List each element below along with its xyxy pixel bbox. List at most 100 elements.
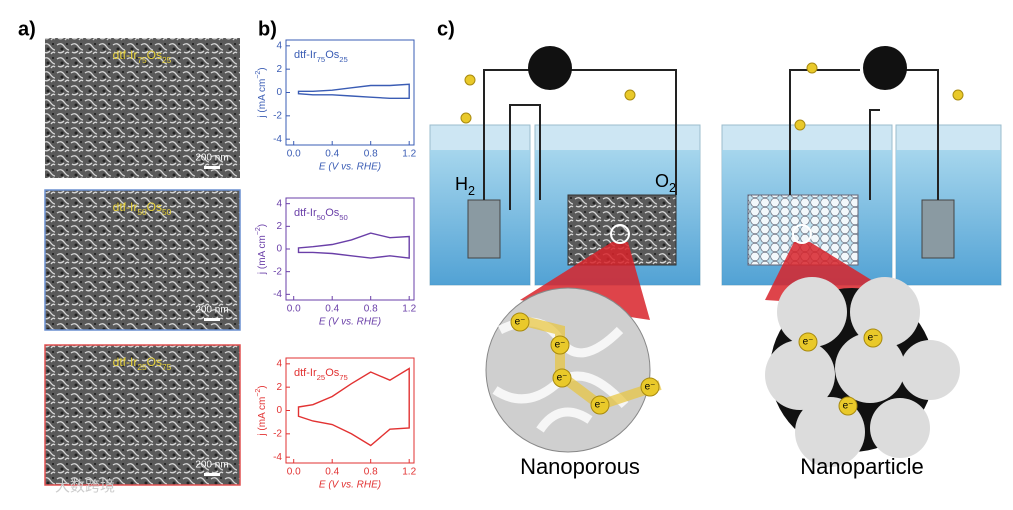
electron bbox=[552, 368, 572, 388]
x-tick-label: 1.2 bbox=[402, 304, 416, 315]
y-tick-label: 0 bbox=[276, 405, 282, 416]
electrode bbox=[467, 199, 501, 259]
chart-label-part: Os bbox=[325, 49, 340, 61]
x-tick-label: 0.4 bbox=[325, 149, 339, 160]
micrograph-label-part: dtf-Ir bbox=[113, 200, 138, 214]
power-source bbox=[863, 46, 907, 90]
electron bbox=[590, 395, 610, 415]
zoom-mark bbox=[792, 224, 812, 244]
x-tick-label: 0.0 bbox=[287, 149, 301, 160]
chart-label-part: Os bbox=[325, 207, 340, 219]
electron bbox=[640, 377, 660, 397]
x-axis-label: E (V vs. RHE) bbox=[319, 317, 381, 328]
x-tick-label: 0.0 bbox=[287, 304, 301, 315]
scale-bar bbox=[204, 473, 220, 476]
watermark: 大数跨境 bbox=[55, 477, 115, 495]
electron bbox=[510, 312, 530, 332]
y-tick-label: 4 bbox=[276, 40, 282, 51]
y-tick-label: 2 bbox=[276, 221, 282, 232]
caption: Nanoporous bbox=[520, 454, 640, 479]
micrograph-label-part: Os bbox=[147, 48, 162, 62]
y-tick-label: 2 bbox=[276, 64, 282, 75]
particles bbox=[765, 277, 960, 467]
electron-dot bbox=[464, 74, 476, 86]
y-tick-label: -4 bbox=[273, 452, 282, 463]
cv-curve bbox=[297, 367, 410, 447]
x-axis-label: E (V vs. RHE) bbox=[319, 162, 381, 173]
electron-label: e⁻ bbox=[843, 401, 854, 412]
electron-label: e⁻ bbox=[555, 340, 566, 351]
schematic-shapes bbox=[429, 46, 1002, 467]
scale-label: 200 nm bbox=[195, 153, 228, 164]
electron-label: e⁻ bbox=[868, 333, 879, 344]
y-axis-label-part: ) bbox=[257, 224, 268, 227]
y-axis-label-part: −2 bbox=[255, 227, 262, 235]
scale-label: 200 nm bbox=[195, 305, 228, 316]
x-axis-label: E (V vs. RHE) bbox=[319, 480, 381, 491]
micrograph bbox=[44, 189, 241, 331]
chart-label-part: 75 bbox=[317, 55, 326, 64]
o2-label-part: O bbox=[655, 171, 669, 191]
x-tick-label: 0.4 bbox=[325, 304, 339, 315]
electron-dot bbox=[806, 62, 818, 74]
nanoporous-zoom bbox=[485, 287, 651, 453]
chart-label-part: 50 bbox=[339, 213, 348, 222]
micrograph-label-part: dtf-Ir bbox=[113, 355, 138, 369]
micrograph-label-part: 50 bbox=[137, 207, 147, 217]
x-tick-label: 0.0 bbox=[287, 467, 301, 478]
electron-label: e⁻ bbox=[645, 382, 656, 393]
y-tick-label: 0 bbox=[276, 244, 282, 255]
y-axis-label: j (mA cm−2) bbox=[255, 224, 267, 275]
chart-label: dtf-Ir75Os25 bbox=[294, 49, 348, 64]
zoom-mark bbox=[610, 224, 630, 244]
y-axis-label-part: j bbox=[257, 115, 268, 118]
x-tick-label: 0.4 bbox=[325, 467, 339, 478]
y-tick-label: 4 bbox=[276, 358, 282, 369]
x-tick-label: 1.2 bbox=[402, 467, 416, 478]
chart-label-part: dtf-Ir bbox=[294, 49, 317, 61]
y-tick-label: 4 bbox=[276, 198, 282, 209]
x-tick-label: 0.8 bbox=[364, 304, 378, 315]
y-axis-label-part: (mA cm bbox=[257, 397, 268, 434]
cv-curve bbox=[297, 83, 410, 99]
y-tick-label: 2 bbox=[276, 382, 282, 393]
chart-label-part: 25 bbox=[317, 373, 326, 382]
micrograph-label: dtf-Ir50Os50 bbox=[113, 200, 172, 217]
y-axis-label-part: −2 bbox=[255, 389, 262, 397]
chart-label: dtf-Ir25Os75 bbox=[294, 367, 348, 382]
electron-dot bbox=[952, 89, 964, 101]
x-tick-label: 0.8 bbox=[364, 149, 378, 160]
micrograph-label-part: 50 bbox=[162, 207, 172, 217]
y-axis-label-part: (mA cm bbox=[257, 79, 268, 116]
micrograph-label-part: dtf-Ir bbox=[113, 48, 138, 62]
o2-label: O2 bbox=[655, 171, 676, 196]
micrograph-label: dtf-Ir75Os25 bbox=[113, 48, 172, 65]
cv-curve bbox=[297, 232, 410, 259]
electron bbox=[550, 335, 570, 355]
electron-label: e⁻ bbox=[515, 317, 526, 328]
electron-label: e⁻ bbox=[803, 337, 814, 348]
panel-label: c) bbox=[437, 18, 455, 40]
y-axis-label-part: j bbox=[257, 272, 268, 275]
wire bbox=[483, 69, 677, 210]
y-tick-label: -4 bbox=[273, 289, 282, 300]
y-axis-label-part: (mA cm bbox=[257, 235, 268, 272]
electron bbox=[863, 328, 883, 348]
y-axis-label-part: ) bbox=[257, 67, 268, 70]
y-tick-label: -2 bbox=[273, 428, 282, 439]
electron-label: e⁻ bbox=[557, 373, 568, 384]
micrograph-label-part: Os bbox=[147, 200, 162, 214]
o2-label-part: 2 bbox=[669, 181, 676, 195]
micrograph-label-part: 25 bbox=[137, 362, 147, 372]
scale-bar bbox=[204, 166, 220, 169]
x-tick-label: 0.8 bbox=[364, 467, 378, 478]
chart-label-part: dtf-Ir bbox=[294, 367, 317, 379]
panel-label: b) bbox=[258, 18, 277, 40]
electron-dot bbox=[624, 89, 636, 101]
chart-label-part: dtf-Ir bbox=[294, 207, 317, 219]
electron bbox=[798, 332, 818, 352]
chart-label-part: 25 bbox=[339, 55, 348, 64]
micrograph-label-part: 25 bbox=[162, 55, 172, 65]
y-axis-label-part: j bbox=[257, 433, 268, 436]
